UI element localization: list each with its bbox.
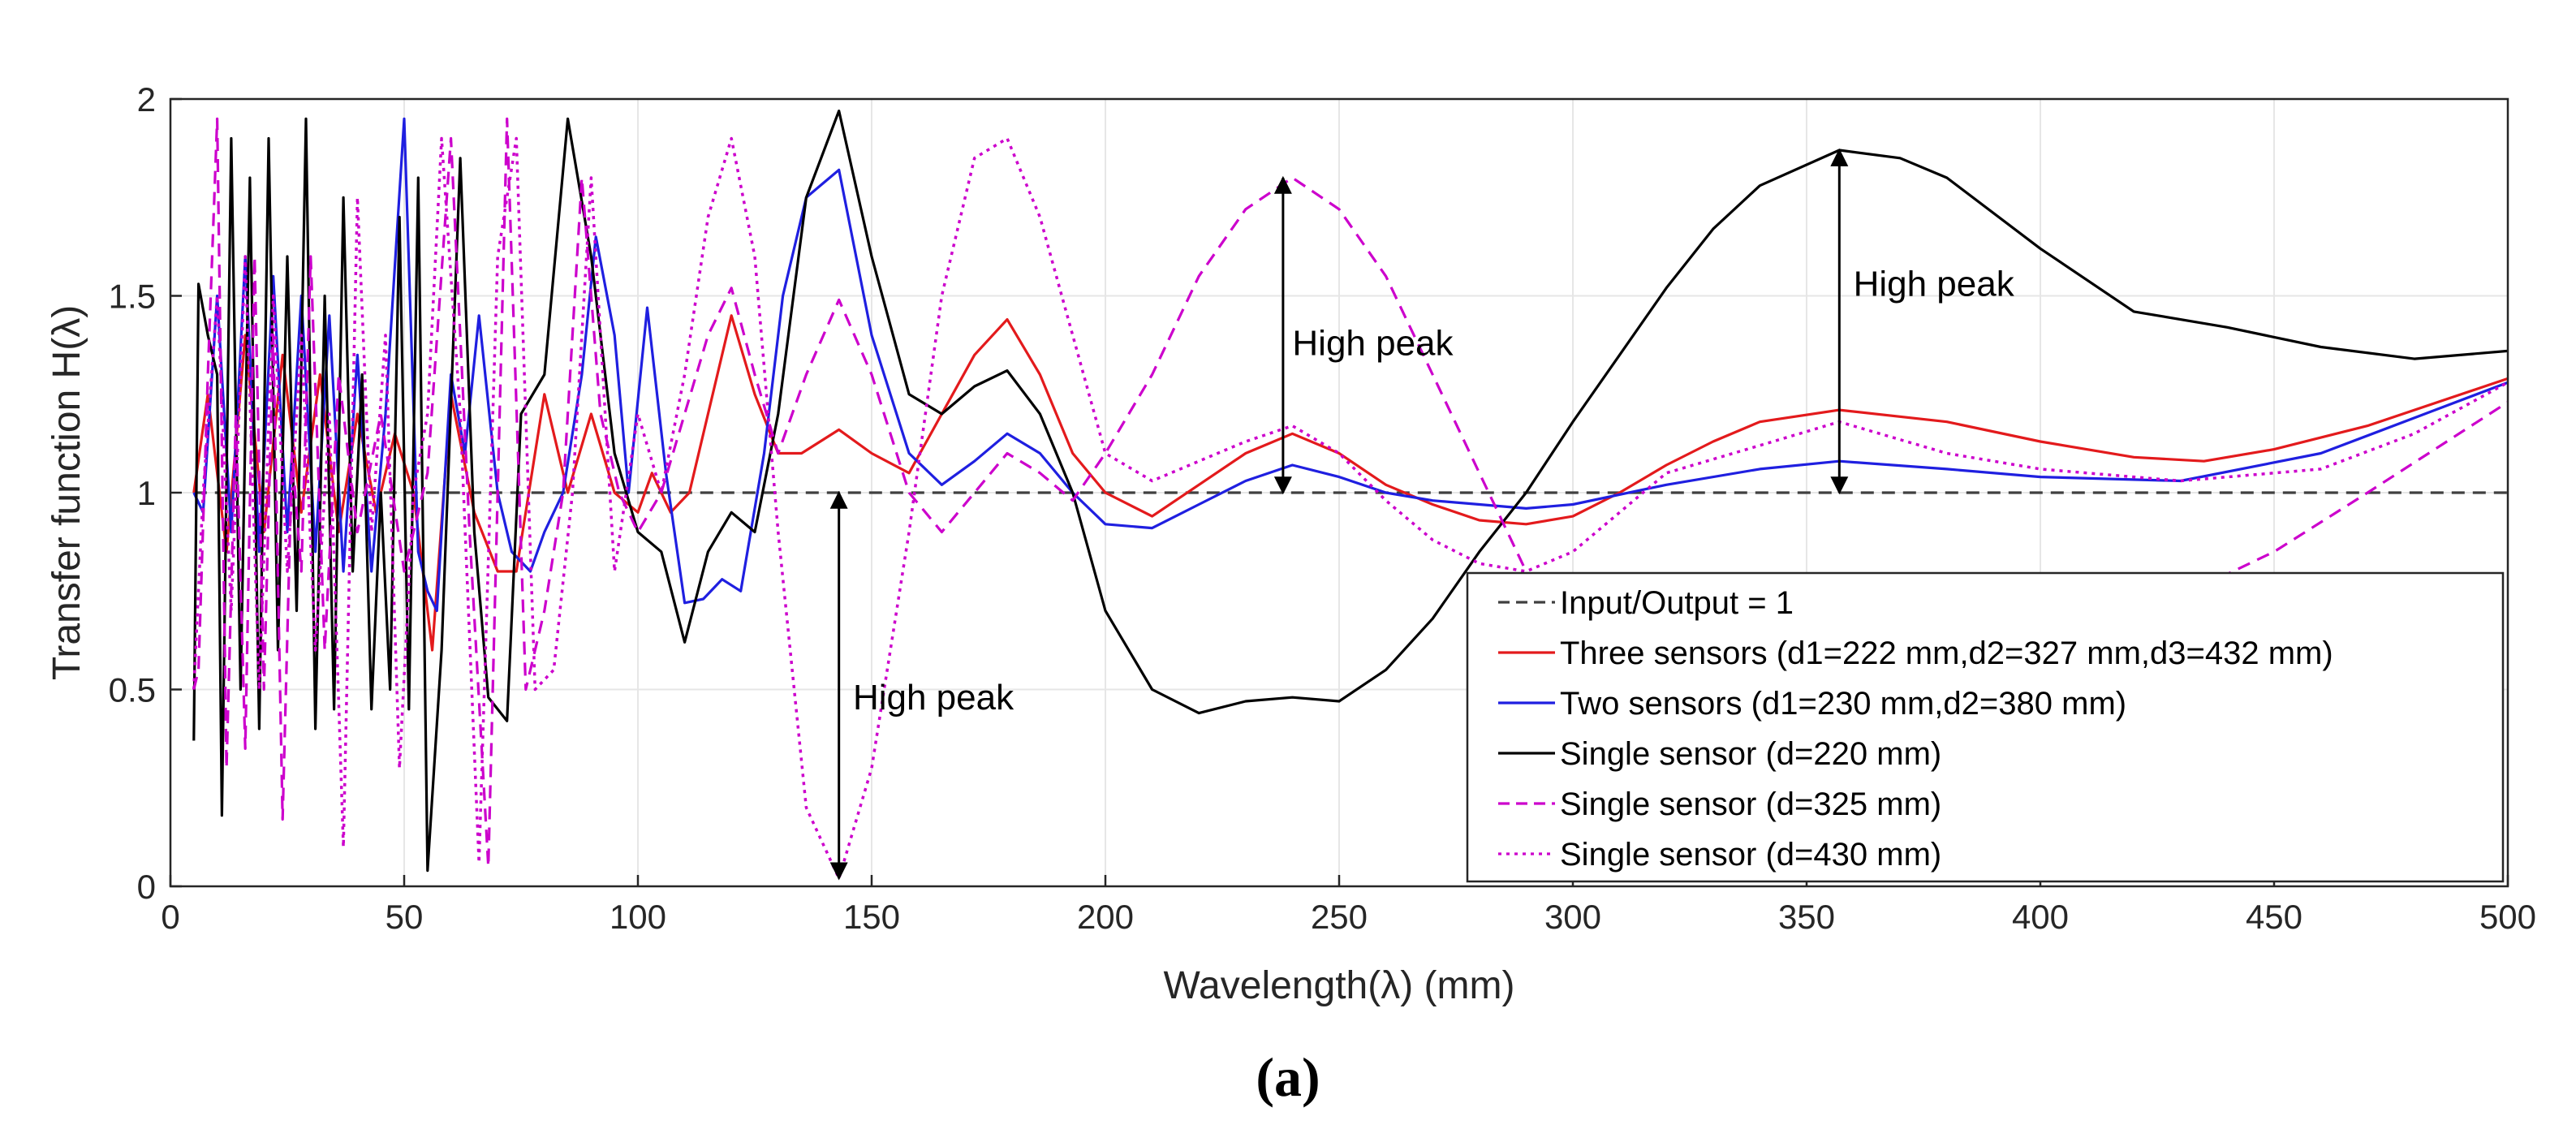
x-tick-label: 150 — [843, 898, 900, 936]
legend: Input/Output = 1 Three sensors (d1=222 mm… — [1466, 571, 2505, 883]
annotation-label-0: High peak — [853, 678, 1014, 717]
series-line-2 — [192, 117, 2509, 613]
y-tick-label: 1.5 — [109, 278, 156, 316]
legend-label-1: Three sensors (d1=222 mm,d2=327 mm,d3=43… — [1560, 636, 2333, 671]
x-tick-label: 300 — [1544, 898, 1601, 936]
y-tick-label: 0 — [137, 868, 156, 906]
legend-label-2: Two sensors (d1=230 mm,d2=380 mm) — [1560, 686, 2126, 722]
x-tick-label: 0 — [161, 898, 179, 936]
series-line-5 — [192, 136, 2509, 881]
axis-ticks: 0 50 100 150 200 250 300 350 400 450 500 0 0.5 1 1.5 2 — [109, 80, 2536, 936]
x-tick-label: 350 — [1778, 898, 1835, 936]
annotation-label-2: High peak — [1854, 265, 2015, 304]
x-tick-label: 100 — [610, 898, 666, 936]
x-tick-label: 450 — [2246, 898, 2302, 936]
y-axis-title: Transfer function H(λ) — [45, 305, 88, 680]
legend-box — [1466, 571, 2505, 883]
x-axis-title: Wavelength(λ) (mm) — [1164, 964, 1515, 1007]
legend-label-0: Input/Output = 1 — [1560, 585, 1794, 621]
series-line-3 — [192, 110, 2509, 873]
x-tick-label: 50 — [386, 898, 424, 936]
y-tick-label: 1 — [137, 474, 156, 512]
x-tick-label: 200 — [1077, 898, 1134, 936]
x-tick-label: 250 — [1311, 898, 1368, 936]
legend-label-5: Single sensor (d=430 mm) — [1560, 837, 1941, 873]
x-tick-label: 400 — [2012, 898, 2069, 936]
figure-caption: (a) — [1256, 1046, 1320, 1108]
y-tick-label: 0.5 — [109, 671, 156, 709]
annotations: High peak High peak High peak — [829, 148, 2015, 881]
annotation-label-1: High peak — [1292, 323, 1454, 363]
x-tick-label: 500 — [2479, 898, 2536, 936]
y-tick-label: 2 — [137, 80, 156, 119]
legend-label-4: Single sensor (d=325 mm) — [1560, 786, 1941, 822]
legend-label-3: Single sensor (d=220 mm) — [1560, 736, 1941, 772]
